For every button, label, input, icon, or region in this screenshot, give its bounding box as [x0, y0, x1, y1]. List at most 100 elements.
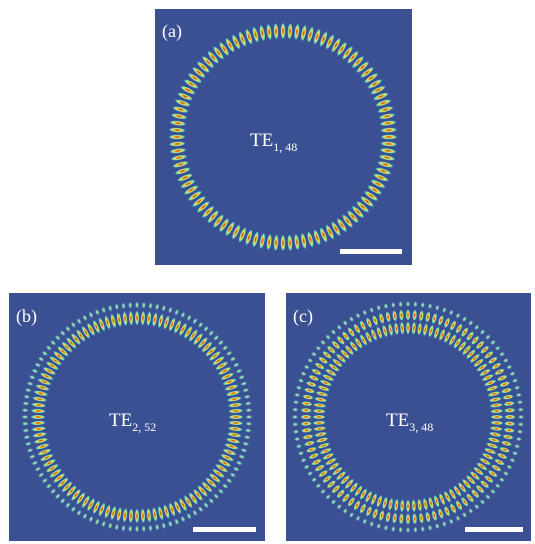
field-lobe — [354, 485, 363, 497]
mode-name: TE1, 48 — [250, 130, 297, 154]
field-lobe — [341, 213, 354, 229]
field-lobe — [34, 466, 42, 472]
field-lobe — [441, 306, 447, 314]
field-lobe — [86, 322, 96, 337]
field-lobe — [308, 452, 320, 460]
field-lobe — [76, 317, 82, 325]
field-lobe — [465, 348, 477, 360]
field-lobe — [483, 447, 497, 455]
field-lobe — [41, 350, 49, 357]
field-lobe — [420, 525, 426, 533]
field-lobe — [168, 502, 176, 518]
field-lobe — [489, 408, 504, 414]
field-lobe — [152, 506, 158, 523]
field-lobe — [434, 304, 440, 312]
field-lobe — [152, 311, 158, 328]
field-lobe — [214, 463, 229, 473]
field-lobe — [86, 497, 96, 512]
field-lobe — [448, 487, 457, 501]
field-lobe — [259, 24, 266, 42]
field-lobe — [465, 492, 475, 503]
field-lobe — [187, 190, 203, 202]
field-lobe — [325, 493, 332, 500]
field-lobe — [319, 379, 333, 387]
field-lobe — [30, 408, 47, 414]
field-lobe — [300, 24, 307, 42]
field-lobe — [178, 497, 188, 512]
field-lobe — [203, 501, 210, 509]
field-lobe — [241, 387, 250, 393]
field-lobe — [179, 85, 197, 95]
field-lobe — [412, 300, 418, 308]
field-lobe — [201, 55, 215, 69]
field-lobe — [490, 414, 504, 420]
field-lobe — [372, 507, 379, 520]
field-lobe — [170, 113, 188, 120]
field-lobe — [351, 205, 365, 219]
field-lobe — [232, 362, 240, 368]
field-lobe — [370, 492, 378, 506]
field-lobe — [489, 339, 497, 346]
field-lobe — [221, 344, 229, 351]
field-lobe — [342, 319, 349, 327]
field-lobe — [134, 310, 140, 326]
field-lobe — [168, 141, 187, 147]
field-lobe — [347, 496, 356, 507]
field-lobe — [336, 41, 348, 57]
field-lobe — [110, 313, 117, 329]
field-lobe — [483, 379, 497, 387]
field-lobe — [354, 337, 363, 349]
field-lobe — [335, 470, 347, 481]
field-lobe — [36, 448, 52, 456]
field-lobe — [339, 474, 351, 486]
field-lobe — [21, 428, 30, 433]
field-lobe — [318, 469, 329, 478]
field-lobe — [154, 523, 160, 532]
field-lobe — [225, 477, 233, 484]
field-lobe — [315, 437, 329, 443]
field-lobe — [154, 302, 160, 311]
field-lobe — [359, 502, 367, 514]
field-lobe — [293, 392, 301, 398]
field-lobe — [481, 452, 495, 461]
field-lobe — [461, 478, 472, 490]
field-lobe — [363, 190, 379, 202]
field-lobe — [496, 374, 508, 382]
field-lobe — [197, 321, 204, 329]
field-lobe — [225, 350, 233, 357]
field-lobe — [28, 374, 37, 380]
field-lobe — [294, 233, 300, 252]
field-lobe — [88, 311, 94, 319]
field-lobe — [229, 356, 237, 362]
field-lobe — [168, 316, 176, 332]
field-lobe — [504, 414, 516, 420]
field-lobe — [300, 407, 313, 413]
mode-subscript: 2, 52 — [132, 420, 156, 434]
field-lobe — [61, 341, 73, 353]
field-lobe — [355, 200, 370, 214]
field-lobe — [81, 494, 91, 509]
field-lobe — [330, 220, 342, 237]
panel: (a) TE1, 48 — [155, 9, 412, 265]
field-lobe — [349, 340, 359, 353]
field-lobe — [517, 407, 525, 413]
field-lobe — [161, 304, 167, 313]
field-lobe — [305, 381, 318, 388]
field-lobe — [240, 381, 248, 387]
field-lobe — [212, 492, 220, 500]
field-lobe — [49, 488, 57, 495]
field-lobe — [33, 437, 49, 444]
field-lobe — [49, 339, 57, 346]
field-lobe — [266, 22, 272, 41]
field-lobe — [390, 525, 396, 533]
field-lobe — [476, 462, 488, 471]
field-lobe — [211, 468, 226, 479]
field-lobe — [148, 301, 153, 310]
field-lobe — [310, 476, 318, 483]
field-lobe — [225, 390, 241, 397]
field-lobe — [104, 503, 111, 520]
field-lobe — [331, 358, 344, 368]
field-lobe — [173, 499, 182, 515]
field-lobe — [346, 209, 360, 224]
field-lobe — [178, 322, 188, 337]
